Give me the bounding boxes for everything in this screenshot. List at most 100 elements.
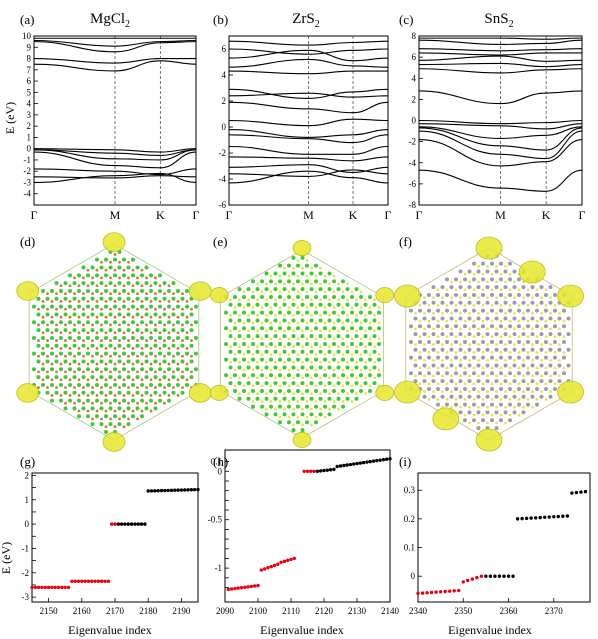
atom: [314, 357, 318, 362]
atom: [314, 294, 318, 299]
atom: [431, 379, 436, 384]
atom: [445, 319, 449, 323]
atom: [310, 360, 313, 364]
unoccupied-point: [565, 514, 570, 518]
atom: [521, 410, 526, 415]
x-tick-label: Γ: [385, 208, 392, 222]
atom: [409, 339, 413, 344]
atom: [535, 402, 539, 407]
atom: [122, 304, 126, 309]
y-tick-label: 9: [27, 42, 32, 52]
atom: [296, 263, 300, 268]
atom: [242, 326, 246, 331]
atom: [283, 360, 286, 364]
band-line: [418, 123, 583, 130]
atom: [287, 420, 291, 425]
occupied-point: [262, 567, 267, 571]
atom: [274, 329, 277, 333]
atom: [185, 347, 189, 350]
x-tick-label: 2190: [172, 606, 191, 616]
atom: [122, 315, 126, 319]
atom: [32, 351, 36, 356]
atom: [278, 306, 282, 309]
atom: [190, 323, 193, 327]
atom: [377, 321, 381, 325]
atom: [373, 329, 376, 333]
atom: [345, 381, 350, 386]
atom: [450, 405, 453, 409]
atom: [513, 327, 516, 331]
atom: [521, 316, 526, 321]
atom: [154, 276, 157, 280]
occupied-point: [73, 579, 77, 584]
atom: [59, 362, 63, 366]
atom: [377, 337, 381, 341]
atom: [296, 326, 300, 331]
atom: [127, 292, 130, 295]
atom: [274, 345, 277, 348]
edge-state-isosurface: [394, 284, 421, 308]
atom: [413, 316, 418, 321]
atom: [118, 307, 121, 311]
atom: [323, 274, 327, 278]
atom: [36, 328, 41, 333]
atom: [539, 316, 544, 321]
atom: [486, 390, 489, 393]
atom: [477, 421, 480, 425]
atom: [278, 415, 282, 419]
atom: [282, 365, 287, 370]
atom: [459, 296, 462, 299]
atom: [463, 382, 467, 386]
atom: [113, 351, 117, 356]
atom: [59, 320, 63, 325]
atom: [158, 351, 162, 356]
atom: [548, 285, 553, 290]
atom: [269, 290, 273, 294]
atom: [41, 347, 45, 350]
atom: [490, 351, 494, 354]
atom: [423, 311, 426, 315]
atom: [131, 300, 135, 303]
atom: [167, 347, 171, 350]
atom: [468, 296, 471, 299]
atom: [323, 321, 327, 325]
y-tick-label: -1: [24, 155, 32, 165]
atom: [144, 343, 149, 348]
atom: [463, 386, 467, 391]
atom: [314, 341, 318, 346]
atom: [305, 259, 309, 262]
atom: [224, 373, 228, 378]
atom: [323, 310, 327, 315]
atom: [109, 401, 112, 405]
band-line: [33, 172, 197, 184]
unoccupied-point: [484, 574, 488, 578]
unoccupied-point: [547, 515, 551, 519]
atom: [359, 294, 363, 299]
atom: [490, 308, 494, 313]
atom: [274, 376, 277, 380]
atom: [472, 351, 476, 354]
occupied-point: [443, 589, 447, 594]
atom: [477, 343, 480, 346]
atom: [445, 304, 449, 307]
atom: [341, 399, 345, 403]
atom: [468, 343, 471, 346]
atom: [171, 390, 176, 395]
atom: [526, 324, 530, 329]
atom: [90, 390, 95, 395]
atom: [86, 362, 90, 366]
atom: [64, 307, 67, 311]
atom: [508, 351, 512, 354]
atom: [140, 268, 144, 272]
atom: [354, 381, 359, 386]
atom: [445, 366, 449, 370]
y-tick-label: -3: [24, 177, 32, 187]
unoccupied-point: [119, 522, 124, 526]
atom: [86, 273, 90, 278]
atom: [185, 367, 189, 372]
atom: [149, 409, 153, 413]
band-line: [418, 48, 583, 52]
atom: [441, 296, 444, 299]
